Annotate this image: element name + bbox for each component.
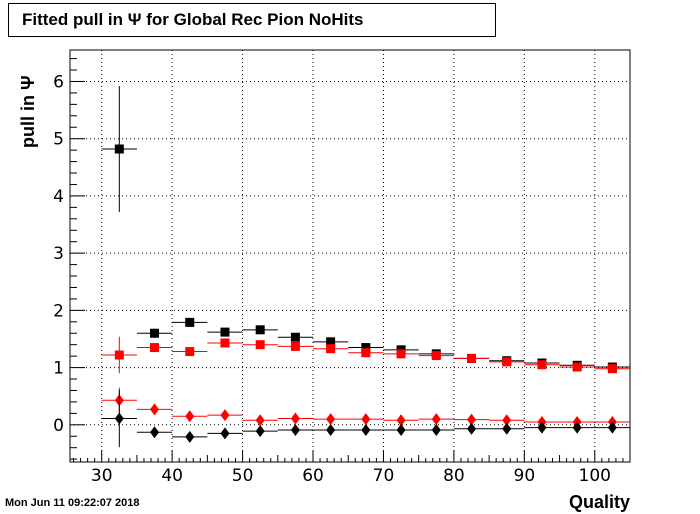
data-point-diamond xyxy=(431,423,441,436)
y-tick-label: 1 xyxy=(53,359,64,379)
data-point-square xyxy=(431,351,441,361)
data-point-diamond xyxy=(326,413,336,426)
data-point-square xyxy=(361,343,371,353)
data-point-square xyxy=(607,364,617,374)
data-point-square xyxy=(396,349,406,359)
y-tick-label: 0 xyxy=(53,416,64,436)
data-point-diamond xyxy=(361,423,371,436)
plot-frame xyxy=(69,49,631,463)
data-point-square xyxy=(185,317,195,327)
x-tick-label: 90 xyxy=(514,466,536,486)
data-point-diamond xyxy=(220,427,230,440)
data-point-diamond xyxy=(185,430,195,443)
data-point-diamond xyxy=(255,414,265,427)
data-point-diamond xyxy=(467,413,477,426)
y-tick-label: 2 xyxy=(53,301,64,321)
data-point-square xyxy=(220,338,230,348)
x-tick-label: 30 xyxy=(91,466,113,486)
data-point-diamond xyxy=(537,421,547,434)
x-tick-label: 100 xyxy=(579,466,611,486)
y-tick-label: 5 xyxy=(53,130,64,150)
data-point-square xyxy=(290,332,300,342)
data-point-square xyxy=(150,328,160,338)
data-point-square xyxy=(572,362,582,372)
data-point-diamond xyxy=(326,423,336,436)
data-point-diamond xyxy=(255,425,265,438)
data-point-square xyxy=(290,341,300,351)
data-point-diamond xyxy=(431,413,441,426)
y-tick-label: 3 xyxy=(53,244,64,264)
data-point-square xyxy=(326,344,336,354)
timestamp: Mon Jun 11 09:22:07 2018 xyxy=(5,497,140,509)
data-point-diamond xyxy=(150,403,160,416)
data-point-square xyxy=(361,348,371,358)
chart-title: Fitted pull in Ψ for Global Rec Pion NoH… xyxy=(22,10,364,29)
x-tick-label: 50 xyxy=(232,466,254,486)
x-axis-label: Quality xyxy=(568,492,630,512)
data-point-diamond xyxy=(467,422,477,435)
data-point-diamond xyxy=(607,421,617,434)
data-point-square xyxy=(255,325,265,335)
data-point-square xyxy=(114,144,124,154)
y-tick-label: 6 xyxy=(53,72,64,92)
x-tick-label: 60 xyxy=(302,466,324,486)
data-point-diamond xyxy=(396,423,406,436)
y-tick-label: 4 xyxy=(53,187,64,207)
data-point-square xyxy=(326,337,336,347)
data-point-square xyxy=(255,340,265,350)
x-tick-label: 80 xyxy=(443,466,465,486)
data-point-diamond xyxy=(220,409,230,422)
data-point-square xyxy=(114,350,124,360)
data-point-diamond xyxy=(502,422,512,435)
data-point-diamond xyxy=(114,412,124,425)
x-tick-label: 40 xyxy=(161,466,183,486)
data-point-square xyxy=(150,343,160,353)
data-point-square xyxy=(502,357,512,367)
data-point-diamond xyxy=(502,414,512,427)
data-point-square xyxy=(220,327,230,337)
x-tick-label: 70 xyxy=(373,466,395,486)
data-point-diamond xyxy=(150,426,160,439)
data-point-square xyxy=(537,360,547,370)
data-point-diamond xyxy=(290,423,300,436)
data-point-square xyxy=(467,353,477,363)
title-box: Fitted pull in Ψ for Global Rec Pion NoH… xyxy=(8,3,496,37)
data-point-diamond xyxy=(185,410,195,423)
data-point-diamond xyxy=(361,413,371,426)
data-point-square xyxy=(185,347,195,357)
data-point-diamond xyxy=(572,421,582,434)
data-point-diamond xyxy=(290,412,300,425)
y-axis-label: pull in Ψ xyxy=(18,75,38,148)
data-point-diamond xyxy=(396,414,406,427)
